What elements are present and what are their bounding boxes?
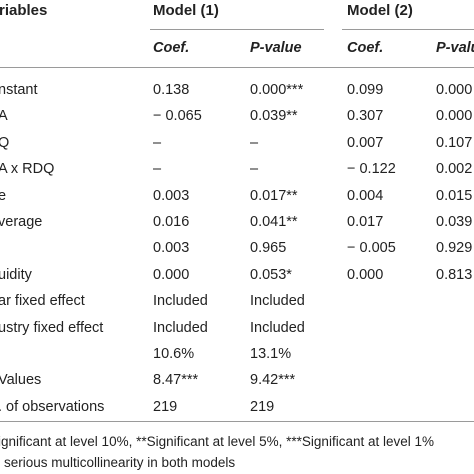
model-1-coef: Included: [153, 320, 208, 336]
row-label: A x RDQ: [0, 161, 55, 177]
model-2-pvalue: 0.000: [436, 108, 473, 124]
model-1-coef: 0.016: [153, 214, 190, 230]
model-1-pvalue: 13.1%: [250, 346, 292, 362]
row-label: ar fixed effect: [0, 293, 85, 309]
header-bottom-rule: [0, 67, 474, 68]
model-2-coef: − 0.122: [347, 161, 396, 177]
row-label: e: [0, 188, 7, 204]
header-pvalue-2: P-value: [436, 40, 474, 56]
model-2-pvalue: 0.002: [436, 161, 473, 177]
row-label: ustry fixed effect: [0, 320, 104, 336]
row-label: verage: [0, 214, 43, 230]
model-1-pvalue: –: [250, 161, 259, 177]
table-bottom-rule: [0, 421, 474, 422]
model-2-coef: 0.099: [347, 82, 384, 98]
model-1-coef: Included: [153, 293, 208, 309]
row-label: nstant: [0, 82, 38, 98]
model-2-coef: 0.017: [347, 214, 384, 230]
model-1-coef: 0.003: [153, 188, 190, 204]
model-1-pvalue: 0.965: [250, 240, 287, 256]
model-1-pvalue: 0.017**: [250, 188, 298, 204]
model-2-coef: 0.007: [347, 135, 384, 151]
model-1-pvalue: 0.039**: [250, 108, 298, 124]
header-coef-1: Coef.: [153, 40, 190, 56]
model-1-pvalue: 219: [250, 399, 275, 415]
model-1-pvalue: Included: [250, 320, 305, 336]
model-1-coef: –: [153, 161, 162, 177]
model-2-coef: 0.307: [347, 108, 384, 124]
row-label: Values: [0, 372, 42, 388]
row-label: uidity: [0, 267, 32, 283]
model-1-coef: 0.138: [153, 82, 190, 98]
footnote-multicollinearity: serious multicollinearity in both models: [4, 455, 236, 470]
model-2-pvalue: 0.107: [436, 135, 473, 151]
model-1-pvalue: 9.42***: [250, 372, 296, 388]
model-1-pvalue: 0.053*: [250, 267, 292, 283]
model-2-pvalue: 0.813: [436, 267, 473, 283]
model-2-pvalue: 0.015: [436, 188, 473, 204]
model-2-coef: 0.004: [347, 188, 384, 204]
row-label: Q: [0, 135, 10, 151]
header-model-2: Model (2): [347, 2, 413, 19]
model-1-coef: –: [153, 135, 162, 151]
model-1-pvalue: –: [250, 135, 259, 151]
header-variables: riables: [0, 2, 48, 19]
model-2-coef: − 0.005: [347, 240, 396, 256]
model-1-coef: 10.6%: [153, 346, 195, 362]
model-2-pvalue: 0.929: [436, 240, 473, 256]
model-2-pvalue: 0.000: [436, 82, 473, 98]
row-label: . of observations: [0, 399, 105, 415]
model-1-coef: 0.000: [153, 267, 190, 283]
model-1-coef: 8.47***: [153, 372, 199, 388]
model-1-pvalue: Included: [250, 293, 305, 309]
model-1-rule: [150, 29, 324, 30]
model-1-pvalue: 0.000***: [250, 82, 304, 98]
header-coef-2: Coef.: [347, 40, 384, 56]
header-pvalue-1: P-value: [250, 40, 302, 56]
header-model-1: Model (1): [153, 2, 219, 19]
model-2-rule: [342, 29, 474, 30]
model-1-coef: − 0.065: [153, 108, 202, 124]
model-1-coef: 0.003: [153, 240, 190, 256]
model-2-coef: 0.000: [347, 267, 384, 283]
footnote-significance: ignificant at level 10%, **Significant a…: [0, 434, 434, 449]
model-2-pvalue: 0.039: [436, 214, 473, 230]
row-label: A: [0, 108, 8, 124]
model-1-pvalue: 0.041**: [250, 214, 298, 230]
model-1-coef: 219: [153, 399, 178, 415]
